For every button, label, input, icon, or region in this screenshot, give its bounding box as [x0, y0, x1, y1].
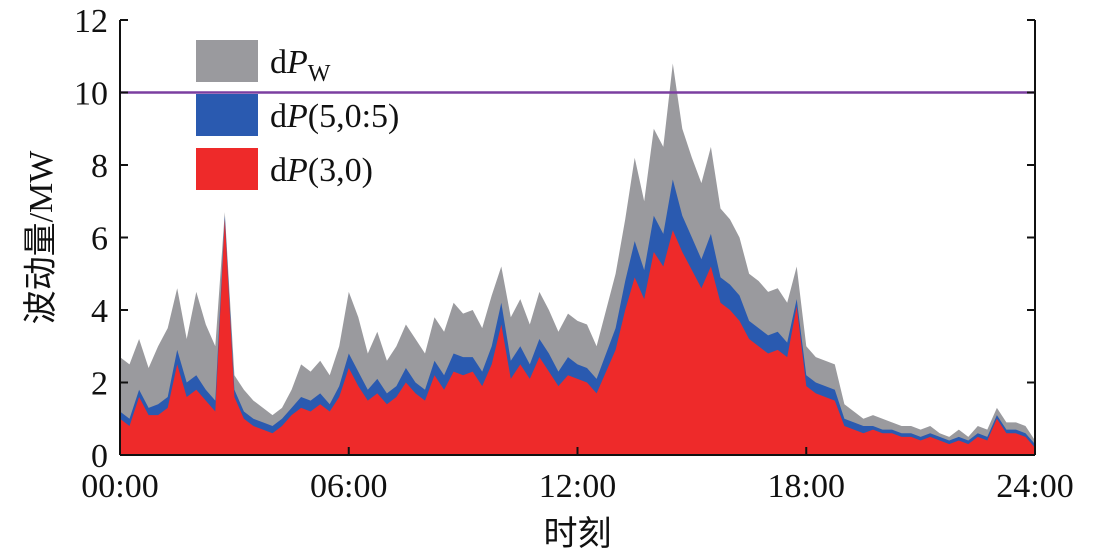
legend-label-1: dP(5,0:5) — [270, 98, 399, 135]
area-series-2 — [120, 219, 1035, 455]
legend-swatch-0 — [196, 40, 258, 82]
legend: dPW dP(5,0:5) dP(3,0) — [196, 40, 399, 190]
series-areas — [120, 63, 1035, 455]
y-tick-label: 8 — [91, 148, 108, 185]
x-axis-title: 时刻 — [544, 515, 612, 553]
y-tick-label: 0 — [91, 438, 108, 475]
y-tick-label: 6 — [91, 221, 108, 258]
y-tick-label: 2 — [91, 366, 108, 403]
legend-label-0: dPW — [270, 44, 331, 87]
y-tick-label: 4 — [91, 293, 108, 330]
y-axis-title: 波动量/MW — [22, 150, 60, 325]
x-tick-label: 00:00 — [81, 468, 158, 505]
legend-label-2: dP(3,0) — [270, 152, 373, 189]
ticks: 0 2 4 6 8 10 12 00:00 06:00 12:00 18:00 24:00 — [74, 3, 1074, 505]
x-tick-label: 18:00 — [768, 468, 845, 505]
legend-swatch-2 — [196, 148, 258, 190]
y-tick-label: 12 — [74, 3, 108, 40]
y-tick-label: 10 — [74, 76, 108, 113]
legend-swatch-1 — [196, 94, 258, 136]
x-tick-label: 24:00 — [996, 468, 1073, 505]
x-tick-label: 06:00 — [310, 468, 387, 505]
x-tick-label: 12:00 — [539, 468, 616, 505]
